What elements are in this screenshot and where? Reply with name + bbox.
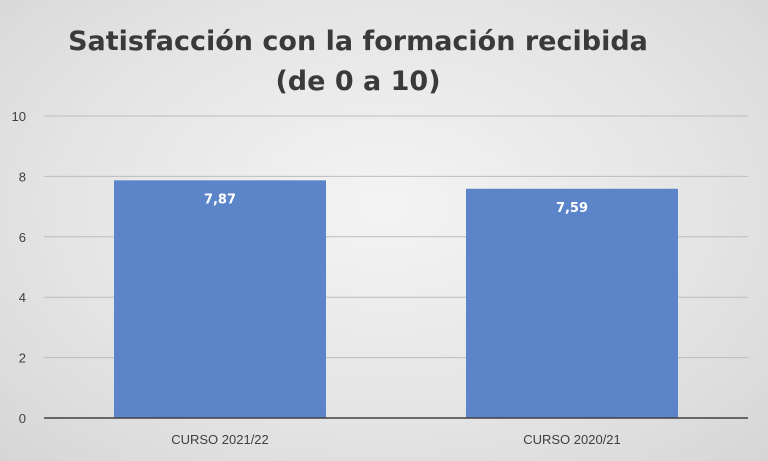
y-tick-label: 2: [19, 351, 26, 366]
y-tick-label: 10: [12, 109, 26, 124]
y-tick-label: 8: [19, 169, 26, 184]
bar: [466, 188, 678, 418]
y-tick-label: 4: [19, 290, 26, 305]
bar: [114, 180, 326, 418]
x-category-label: CURSO 2020/21: [523, 432, 621, 447]
chart-title-line-1: Satisfacción con la formación recibida: [68, 26, 648, 57]
chart-title: Satisfacción con la formación recibida (…: [0, 22, 716, 102]
y-tick-label: 0: [19, 411, 26, 426]
data-label: 7,87: [204, 192, 236, 207]
chart-title-line-2: (de 0 a 10): [275, 66, 441, 97]
data-label: 7,59: [556, 201, 588, 216]
x-category-label: CURSO 2021/22: [171, 432, 269, 447]
y-tick-label: 6: [19, 230, 26, 245]
